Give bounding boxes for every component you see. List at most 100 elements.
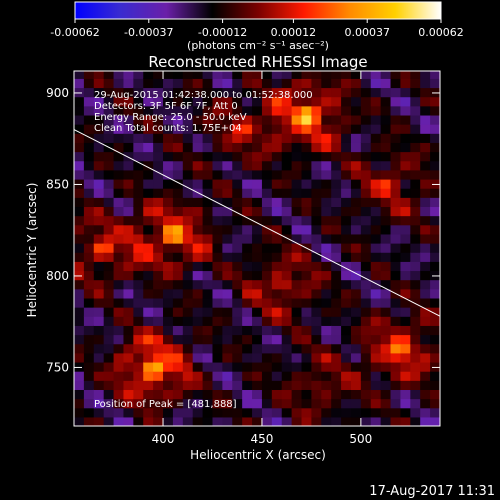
image-pixel	[301, 206, 313, 217]
image-pixel	[370, 352, 382, 363]
image-pixel	[232, 178, 243, 189]
image-pixel	[93, 133, 105, 143]
image-pixel	[410, 188, 421, 198]
image-pixel	[331, 252, 342, 262]
image-pixel	[93, 224, 105, 235]
image-pixel	[360, 416, 372, 426]
image-pixel	[182, 233, 194, 244]
image-pixel	[93, 151, 105, 162]
image-pixel	[83, 279, 95, 290]
image-pixel	[420, 142, 431, 153]
image-pixel	[153, 114, 164, 125]
image-pixel	[182, 252, 194, 262]
image-pixel	[192, 261, 204, 272]
image-pixel	[430, 142, 440, 153]
image-pixel	[74, 124, 85, 134]
image-pixel	[261, 380, 273, 391]
image-pixel	[331, 389, 342, 400]
image-pixel	[252, 142, 263, 153]
image-pixel	[281, 416, 293, 426]
image-pixel	[380, 105, 392, 116]
image-pixel	[232, 252, 243, 262]
image-pixel	[113, 371, 125, 381]
image-pixel	[192, 151, 204, 162]
image-pixel	[103, 215, 115, 226]
image-pixel	[350, 206, 362, 217]
image-pixel	[331, 78, 342, 89]
image-pixel	[430, 380, 440, 391]
image-pixel	[202, 398, 214, 409]
image-pixel	[291, 352, 303, 363]
image-pixel	[212, 288, 223, 299]
image-pixel	[192, 114, 204, 125]
image-pixel	[192, 87, 204, 98]
image-pixel	[331, 416, 342, 426]
image-pixel	[321, 71, 332, 79]
image-pixel	[430, 371, 440, 381]
image-pixel	[331, 215, 342, 226]
image-pixel	[113, 398, 125, 409]
image-pixel	[252, 407, 263, 418]
image-pixel	[350, 124, 362, 134]
image-pixel	[370, 270, 382, 281]
image-pixel	[271, 151, 283, 162]
image-pixel	[380, 316, 392, 326]
image-pixel	[360, 243, 372, 253]
image-pixel	[410, 142, 421, 153]
image-pixel	[370, 261, 382, 272]
image-pixel	[192, 361, 204, 372]
image-pixel	[291, 78, 303, 89]
image-pixel	[400, 288, 411, 299]
image-pixel	[301, 142, 313, 153]
image-pixel	[420, 78, 431, 89]
image-pixel	[390, 407, 402, 418]
image-pixel	[350, 188, 362, 198]
image-pixel	[93, 307, 105, 317]
image-pixel	[350, 233, 362, 244]
image-pixel	[281, 398, 293, 409]
image-pixel	[153, 215, 164, 226]
image-pixel	[252, 243, 263, 253]
image-pixel	[252, 105, 263, 116]
image-pixel	[331, 407, 342, 418]
image-pixel	[321, 398, 332, 409]
image-pixel	[123, 389, 134, 400]
image-pixel	[113, 243, 125, 253]
image-pixel	[163, 352, 174, 363]
image-pixel	[232, 224, 243, 235]
image-pixel	[400, 371, 411, 381]
image-pixel	[271, 142, 283, 153]
image-pixel	[331, 243, 342, 253]
image-pixel	[420, 233, 431, 244]
image-pixel	[261, 197, 273, 208]
image-pixel	[331, 371, 342, 381]
image-pixel	[222, 297, 233, 308]
image-pixel	[350, 261, 362, 272]
image-pixel	[281, 188, 293, 198]
image-pixel	[212, 252, 223, 262]
image-pixel	[182, 371, 194, 381]
image-pixel	[182, 124, 194, 134]
image-pixel	[400, 325, 411, 336]
image-pixel	[261, 334, 273, 345]
image-pixel	[103, 398, 115, 409]
image-pixel	[301, 279, 313, 290]
image-pixel	[321, 407, 332, 418]
image-pixel	[192, 197, 204, 208]
image-pixel	[153, 188, 164, 198]
image-pixel	[222, 142, 233, 153]
info-block: 29-Aug-2015 01:42:38.000 to 01:52:38.000…	[94, 90, 313, 134]
image-pixel	[163, 398, 174, 409]
image-pixel	[350, 279, 362, 290]
image-pixel	[321, 160, 332, 171]
image-pixel	[350, 87, 362, 98]
image-pixel	[430, 407, 440, 418]
image-pixel	[271, 261, 283, 272]
image-pixel	[74, 343, 85, 354]
image-pixel	[93, 178, 105, 189]
image-pixel	[341, 151, 352, 162]
image-pixel	[182, 160, 194, 171]
image-pixel	[103, 188, 115, 198]
image-pixel	[143, 380, 154, 391]
image-pixel	[172, 316, 184, 326]
